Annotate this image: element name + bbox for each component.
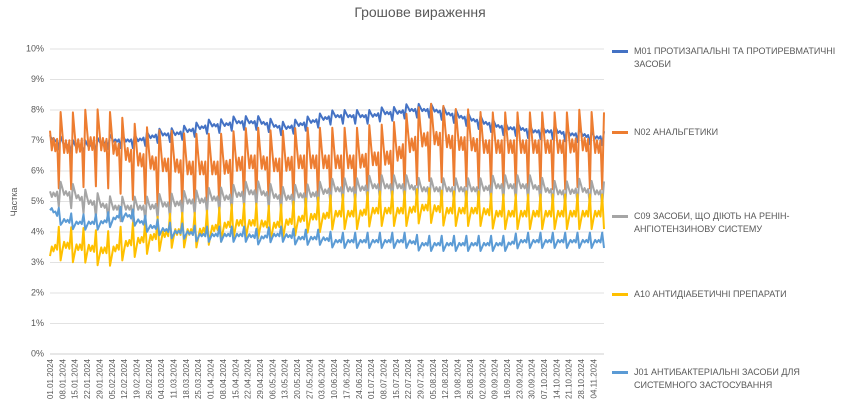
y-tick-label: 7% [31, 135, 44, 145]
legend-swatch [612, 215, 628, 218]
y-tick-label: 6% [31, 165, 44, 175]
legend-swatch [612, 371, 628, 374]
y-axis-ticks: 0% 1% 2% 3% 4% 5% 6% 7% 8% 9% 10% [26, 43, 44, 358]
series-line-j01 [49, 205, 605, 252]
series-line-c09 [49, 174, 605, 223]
legend-entry-label: M01 ПРОТИЗАПАЛЬНІ ТА ПРОТИРЕВМАТИЧНІ ЗАС… [634, 46, 836, 69]
x-tick-label: 12.08.2024 [441, 358, 450, 399]
y-tick-label: 0% [31, 348, 44, 358]
x-tick-label: 05.02.2024 [108, 358, 117, 399]
chart-title: Грошове вираження [354, 4, 485, 20]
x-tick-label: 14.10.2024 [552, 358, 561, 399]
legend-entry-label: J01 АНТИБАКТЕРІАЛЬНІ ЗАСОБИ ДЛЯ СИСТЕМНО… [634, 367, 800, 390]
y-tick-label: 1% [31, 318, 44, 328]
x-tick-label: 08.04.2024 [219, 358, 228, 399]
x-tick-label: 17.06.2024 [342, 358, 351, 399]
gridlines [50, 48, 604, 355]
x-tick-label: 15.04.2024 [231, 358, 240, 399]
legend-swatch [612, 50, 628, 53]
x-tick-label: 28.10.2024 [577, 358, 586, 399]
x-tick-label: 13.05.2024 [281, 358, 290, 399]
y-tick-label: 8% [31, 104, 44, 114]
x-tick-label: 03.06.2024 [318, 358, 327, 399]
x-tick-label: 22.07.2024 [404, 358, 413, 399]
series-line-n02 [49, 102, 605, 212]
x-tick-label: 20.05.2024 [293, 358, 302, 399]
x-tick-label: 01.07.2024 [367, 358, 376, 399]
y-axis-label: Частка [9, 188, 19, 217]
legend-entry-label: C09 ЗАСОБИ, ЩО ДІЮТЬ НА РЕНІН-АНГІОТЕНЗИ… [634, 211, 790, 234]
series-line-a10 [49, 187, 605, 267]
x-tick-label: 05.08.2024 [429, 358, 438, 399]
x-tick-label: 07.10.2024 [540, 358, 549, 399]
x-tick-label: 08.01.2024 [58, 358, 67, 399]
x-axis-ticks: 01.01.2024 08.01.2024 15.01.2024 22.01.2024… [46, 358, 598, 399]
x-tick-label: 12.02.2024 [120, 358, 129, 399]
series-lines [49, 102, 605, 267]
x-tick-label: 22.04.2024 [244, 358, 253, 399]
y-tick-label: 5% [31, 196, 44, 206]
x-tick-label: 19.02.2024 [132, 358, 141, 399]
legend-swatch [612, 131, 628, 134]
x-tick-label: 10.06.2024 [330, 358, 339, 399]
x-tick-label: 01.04.2024 [207, 358, 216, 399]
x-tick-label: 09.09.2024 [491, 358, 500, 399]
x-tick-label: 18.03.2024 [182, 358, 191, 399]
x-tick-label: 29.04.2024 [256, 358, 265, 399]
x-tick-label: 19.08.2024 [454, 358, 463, 399]
x-tick-label: 16.09.2024 [503, 358, 512, 399]
x-tick-label: 23.09.2024 [515, 358, 524, 399]
x-tick-label: 26.02.2024 [145, 358, 154, 399]
x-tick-label: 21.10.2024 [565, 358, 574, 399]
x-tick-label: 04.11.2024 [589, 358, 598, 398]
y-tick-label: 10% [26, 43, 44, 53]
x-tick-label: 30.09.2024 [528, 358, 537, 399]
y-tick-label: 2% [31, 287, 44, 297]
x-tick-label: 27.05.2024 [305, 358, 314, 399]
x-tick-label: 15.01.2024 [71, 358, 80, 399]
y-tick-label: 9% [31, 74, 44, 84]
x-tick-label: 06.05.2024 [268, 358, 277, 399]
series-line-m01 [49, 102, 605, 156]
legend-entry-label: N02 АНАЛЬГЕТИКИ [634, 127, 719, 137]
y-tick-label: 3% [31, 257, 44, 267]
x-tick-label: 26.08.2024 [466, 358, 475, 399]
x-tick-label: 08.07.2024 [379, 358, 388, 399]
x-tick-label: 29.01.2024 [95, 358, 104, 399]
x-tick-label: 15.07.2024 [392, 358, 401, 399]
x-tick-label: 01.01.2024 [46, 358, 55, 399]
x-tick-label: 24.06.2024 [355, 358, 364, 399]
legend-swatch [612, 293, 628, 296]
x-tick-label: 04.03.2024 [157, 358, 166, 399]
legend-entry-label: A10 АНТИДІАБЕТИЧНІ ПРЕПАРАТИ [634, 289, 787, 299]
y-tick-label: 4% [31, 226, 44, 236]
x-tick-label: 25.03.2024 [194, 358, 203, 399]
x-tick-label: 22.01.2024 [83, 358, 92, 399]
x-tick-label: 02.09.2024 [478, 358, 487, 399]
x-tick-label: 11.03.2024 [170, 358, 179, 398]
x-tick-label: 29.07.2024 [417, 358, 426, 399]
